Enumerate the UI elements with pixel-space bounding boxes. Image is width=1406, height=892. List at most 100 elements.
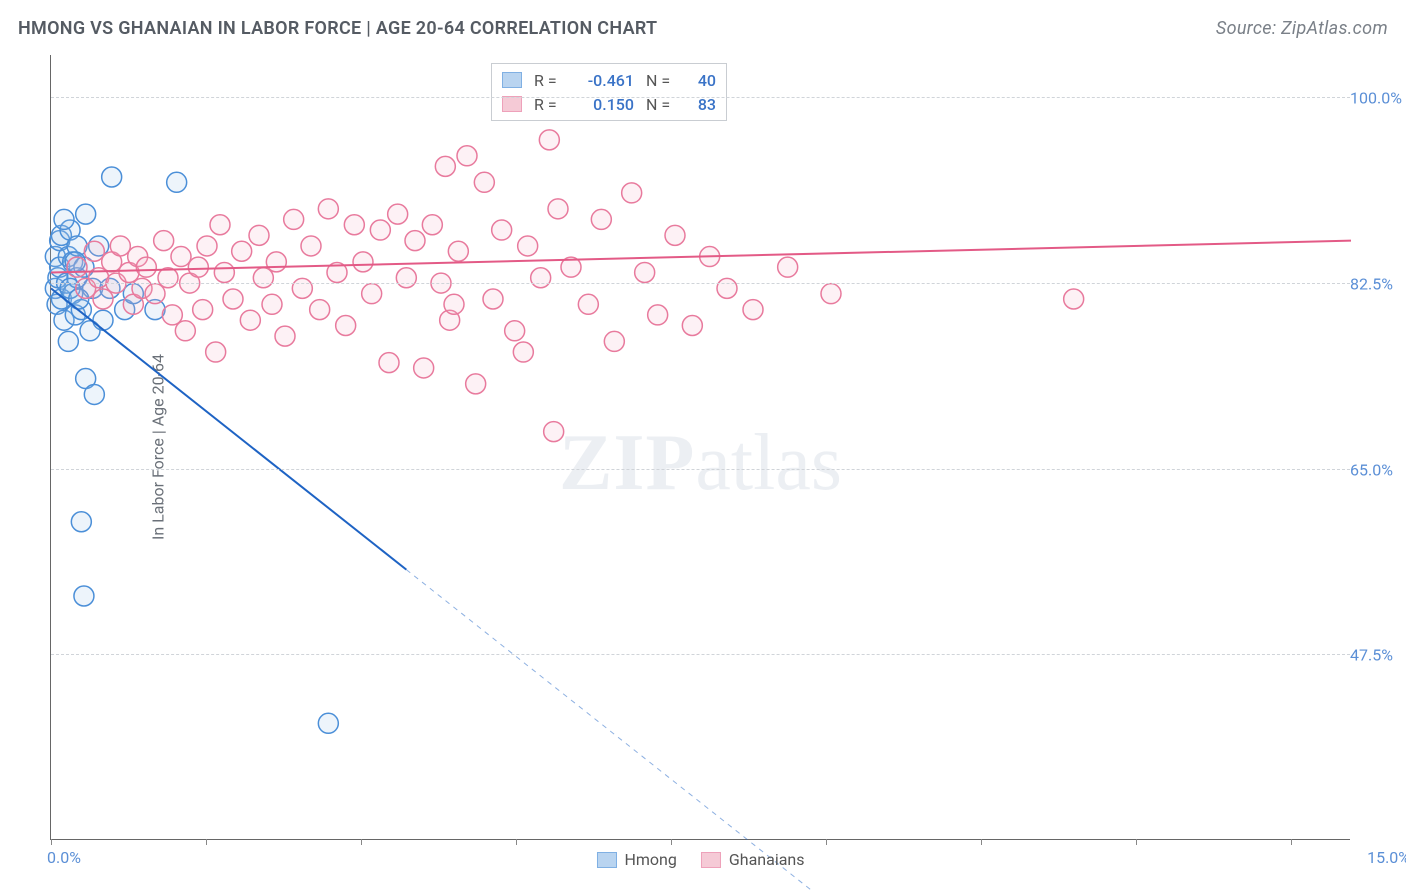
legend-item: Hmong [596,850,676,869]
x-tick [1291,839,1292,845]
data-point [262,294,282,314]
data-point [422,215,442,235]
x-tick [516,839,517,845]
legend-label: Ghanaians [729,850,805,869]
data-point [531,268,551,288]
data-point [414,358,434,378]
y-tick-label: 100.0% [1350,89,1406,108]
legend-n-value: 40 [686,71,716,90]
x-tick [671,839,672,845]
data-point [622,183,642,203]
legend-r-value: -0.461 [574,71,634,90]
data-point [682,316,702,336]
data-point [310,300,330,320]
data-point [301,236,321,256]
data-point [71,512,91,532]
data-point [578,294,598,314]
data-point [513,342,533,362]
data-point [635,262,655,282]
trend-line-extrapolated [406,570,1351,892]
data-point [74,586,94,606]
data-point [665,225,685,245]
data-point [275,326,295,346]
data-point [544,422,564,442]
data-point [84,384,104,404]
correlation-legend: R =-0.461N =40R =0.150N =83 [491,63,727,121]
legend-row: R =0.150N =83 [502,92,716,116]
legend-item: Ghanaians [701,850,805,869]
data-point [466,374,486,394]
data-point [388,204,408,224]
data-point [362,284,382,304]
chart-svg [51,55,1350,839]
x-tick [51,839,52,845]
data-point [84,241,104,261]
y-tick-label: 47.5% [1350,646,1406,665]
data-point [444,294,464,314]
data-point [197,236,217,256]
source-attribution: Source: ZipAtlas.com [1216,18,1388,39]
data-point [102,167,122,187]
data-point [93,310,113,330]
data-point [396,268,416,288]
data-point [110,236,130,256]
data-point [154,231,174,251]
x-tick [361,839,362,845]
data-point [518,236,538,256]
data-point [188,257,208,277]
legend-r-label: R = [534,71,562,90]
data-point [249,225,269,245]
data-point [483,289,503,309]
data-point [210,215,230,235]
legend-swatch [502,72,522,88]
data-point [1064,289,1084,309]
legend-swatch [596,852,616,868]
x-max-label: 15.0% [1367,848,1406,867]
data-point [474,172,494,192]
gridline: 100.0% [51,97,1350,98]
data-point [370,220,390,240]
data-point [318,199,338,219]
data-point [223,289,243,309]
legend-row: R =-0.461N =40 [502,68,716,92]
x-tick [206,839,207,845]
data-point [505,321,525,341]
data-point [240,310,260,330]
data-point [648,305,668,325]
x-tick [826,839,827,845]
data-point [591,209,611,229]
data-point [539,130,559,150]
x-min-label: 0.0% [47,848,81,867]
data-point [778,257,798,277]
data-point [67,257,87,277]
data-point [136,257,156,277]
data-point [548,199,568,219]
data-point [457,146,477,166]
data-point [284,209,304,229]
data-point [206,342,226,362]
x-tick [981,839,982,845]
data-point [175,321,195,341]
legend-swatch [701,852,721,868]
data-point [336,316,356,336]
data-point [193,300,213,320]
data-point [167,172,187,192]
x-tick [1136,839,1137,845]
scatter-plot: In Labor Force | Age 20-64 R =-0.461N =4… [50,55,1350,840]
chart-title: HMONG VS GHANAIAN IN LABOR FORCE | AGE 2… [18,18,657,39]
data-point [448,241,468,261]
data-point [318,713,338,733]
data-point [717,278,737,298]
y-tick-label: 65.0% [1350,460,1406,479]
data-point [54,209,74,229]
gridline: 82.5% [51,283,1350,284]
data-point [266,252,286,272]
data-point [76,204,96,224]
legend-label: Hmong [624,850,676,869]
data-point [292,278,312,298]
y-tick-label: 82.5% [1350,275,1406,294]
data-point [743,300,763,320]
data-point [821,284,841,304]
series-legend: Hmong Ghanaians [596,850,804,869]
data-point [58,331,78,351]
